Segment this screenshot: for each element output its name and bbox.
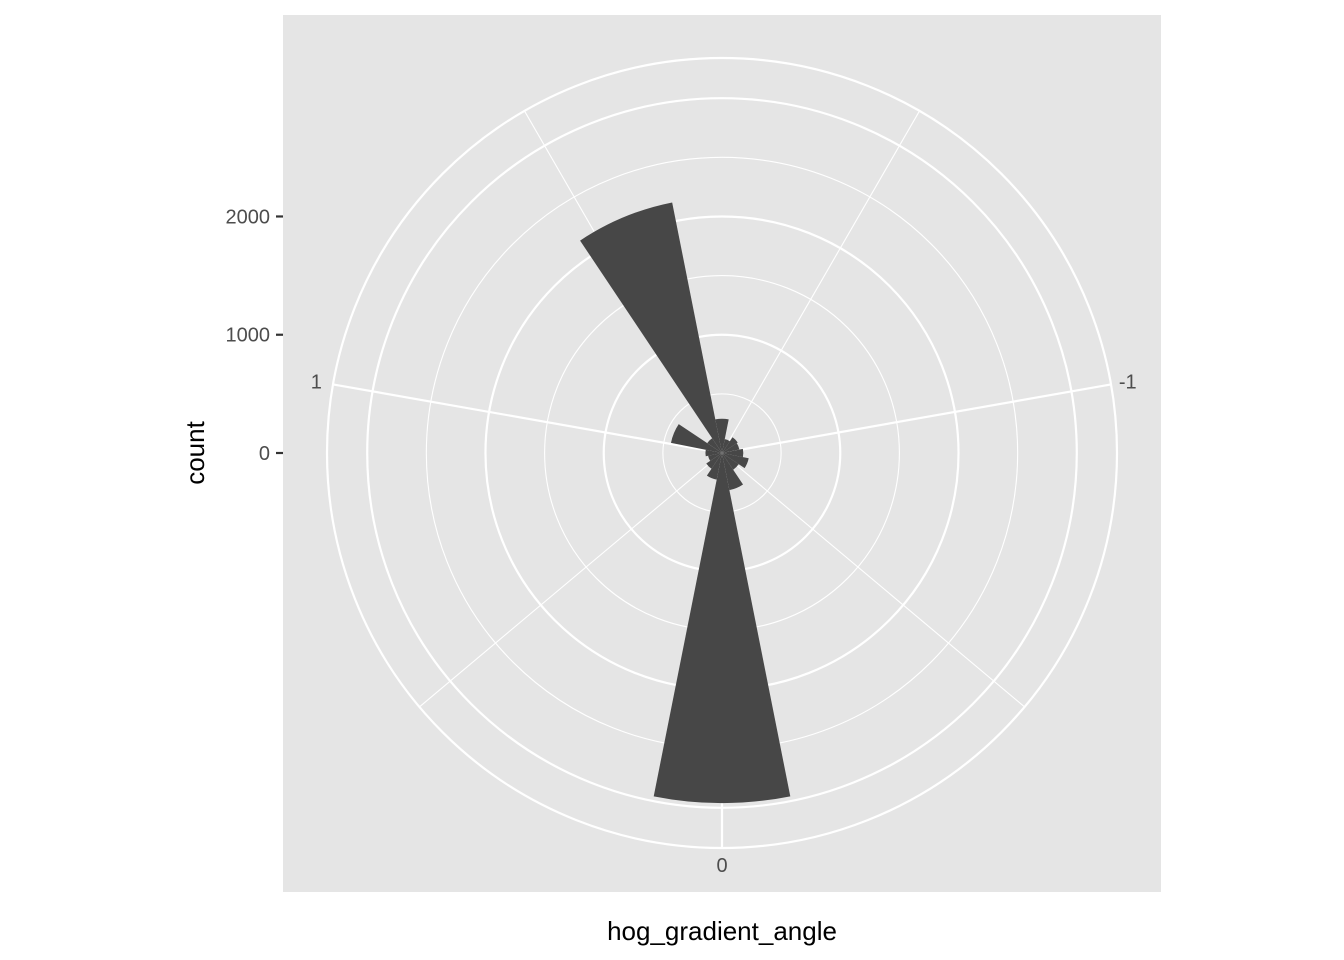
theta-tick-label: 1 (311, 371, 322, 393)
theta-tick-label: 0 (716, 855, 727, 877)
y-tick-label: 0 (259, 443, 270, 465)
bar-wedge (722, 453, 739, 470)
bar-wedge (722, 443, 740, 453)
bar-wedge (706, 453, 722, 480)
minor-spoke (721, 452, 1025, 708)
y-tick-label: 1000 (226, 325, 271, 347)
bar-wedge (707, 438, 722, 453)
x-axis-title: hog_gradient_angle (607, 916, 837, 946)
minor-spoke (419, 452, 723, 708)
bar-wedge (670, 424, 722, 453)
major-spoke (721, 383, 1112, 455)
bar-wedge (706, 453, 722, 469)
bar-wedge (722, 448, 744, 458)
minor-spoke (721, 110, 920, 454)
bar-wedge (653, 453, 791, 804)
bar-wedge (722, 453, 744, 491)
bar-wedge (705, 449, 722, 457)
y-axis-title: count (180, 420, 210, 484)
y-tick-label: 2000 (226, 206, 271, 228)
bar-wedge (722, 437, 738, 453)
major-spoke (332, 383, 723, 455)
bar-wedge (722, 439, 730, 453)
bar-wedge (715, 418, 729, 453)
bar-wedge (722, 453, 749, 469)
bars (580, 202, 791, 804)
tick-labels: -1 0 1 0 1000 2000 (226, 206, 1137, 877)
bar-wedge (580, 202, 722, 453)
theta-tick-label: -1 (1119, 371, 1137, 393)
bar-wedge (708, 453, 722, 461)
